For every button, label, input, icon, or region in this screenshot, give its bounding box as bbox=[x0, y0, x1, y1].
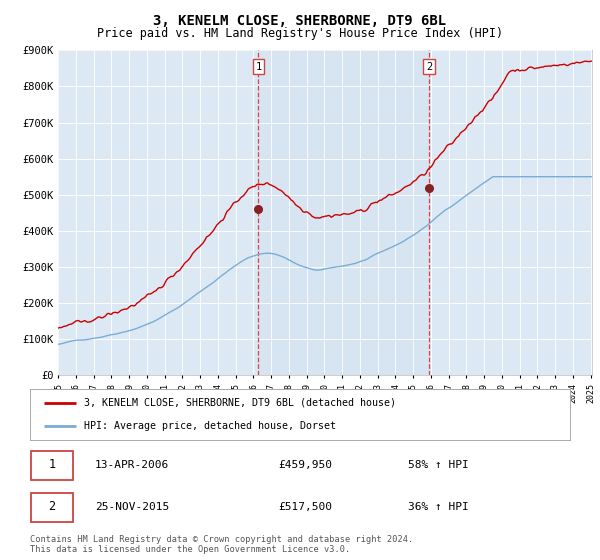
Text: 58% ↑ HPI: 58% ↑ HPI bbox=[408, 460, 469, 469]
Text: Contains HM Land Registry data © Crown copyright and database right 2024.
This d: Contains HM Land Registry data © Crown c… bbox=[30, 535, 413, 554]
Text: Price paid vs. HM Land Registry's House Price Index (HPI): Price paid vs. HM Land Registry's House … bbox=[97, 27, 503, 40]
Text: 1: 1 bbox=[256, 62, 262, 72]
Text: 1: 1 bbox=[49, 458, 56, 471]
Text: 36% ↑ HPI: 36% ↑ HPI bbox=[408, 502, 469, 511]
Text: 2: 2 bbox=[426, 62, 433, 72]
Text: HPI: Average price, detached house, Dorset: HPI: Average price, detached house, Dors… bbox=[84, 421, 336, 431]
Text: 25-NOV-2015: 25-NOV-2015 bbox=[95, 502, 169, 511]
Text: 13-APR-2006: 13-APR-2006 bbox=[95, 460, 169, 469]
Text: £459,950: £459,950 bbox=[278, 460, 332, 469]
Text: £517,500: £517,500 bbox=[278, 502, 332, 511]
Text: 3, KENELM CLOSE, SHERBORNE, DT9 6BL (detached house): 3, KENELM CLOSE, SHERBORNE, DT9 6BL (det… bbox=[84, 398, 396, 408]
Bar bbox=[259, 50, 429, 375]
FancyBboxPatch shape bbox=[31, 493, 73, 522]
FancyBboxPatch shape bbox=[31, 451, 73, 480]
Text: 2: 2 bbox=[49, 500, 56, 513]
Text: 3, KENELM CLOSE, SHERBORNE, DT9 6BL: 3, KENELM CLOSE, SHERBORNE, DT9 6BL bbox=[154, 14, 446, 28]
